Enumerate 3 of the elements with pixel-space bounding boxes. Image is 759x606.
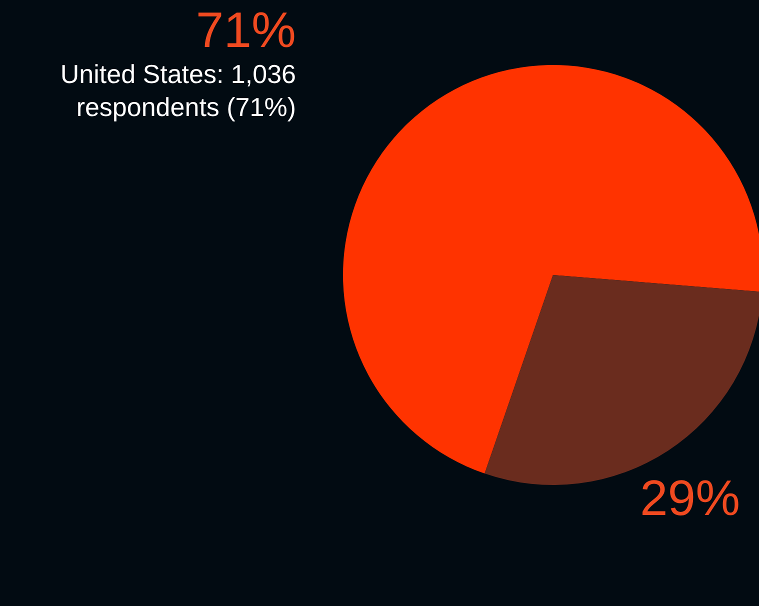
- text: United States: 1,036 respondents (71%): [59, 58, 296, 124]
- data-label: 71%: [194, 2, 296, 58]
- data-label: 29%: [640, 470, 740, 526]
